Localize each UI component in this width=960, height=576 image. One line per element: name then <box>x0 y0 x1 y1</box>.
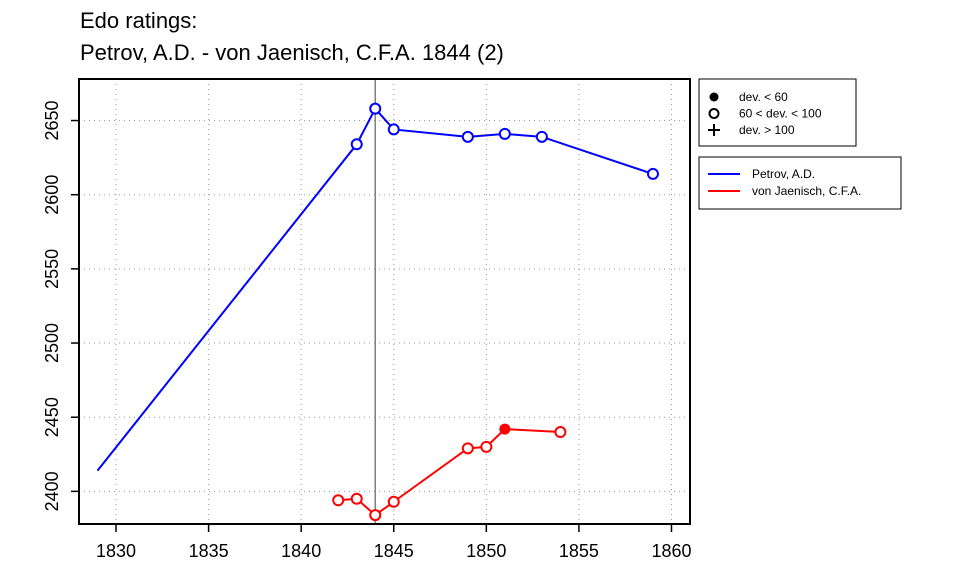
open-circle-icon <box>708 108 720 119</box>
series-legend-label: Petrov, A.D. <box>752 167 815 181</box>
data-point <box>461 130 474 143</box>
series-line-1 <box>338 428 561 517</box>
x-tick-label: 1850 <box>466 541 506 561</box>
x-tick-label: 1845 <box>374 541 414 561</box>
series-line-0 <box>96 106 654 472</box>
y-tick-label: 2650 <box>42 101 62 141</box>
y-tick-label: 2450 <box>42 397 62 437</box>
y-tick-label: 2400 <box>42 471 62 511</box>
data-point <box>369 102 382 115</box>
marker-legend-box <box>698 78 857 147</box>
data-point <box>461 442 474 455</box>
data-point <box>387 123 400 136</box>
x-tick-label: 1860 <box>651 541 691 561</box>
chart-title-line-2: Petrov, A.D. - von Jaenisch, C.F.A. 1844… <box>80 40 504 65</box>
data-point <box>499 423 511 435</box>
x-tick-label: 1835 <box>189 541 229 561</box>
series-legend-label: von Jaenisch, C.F.A. <box>752 184 861 198</box>
chart-title-line-1: Edo ratings: <box>80 8 197 33</box>
data-point <box>350 138 363 151</box>
y-tick-label: 2500 <box>42 323 62 363</box>
data-point <box>554 426 567 439</box>
x-tick-label: 1855 <box>559 541 599 561</box>
filled-circle-icon <box>709 92 719 102</box>
data-point <box>387 495 400 508</box>
data-point <box>350 492 363 505</box>
marker-legend-label: 60 < dev. < 100 <box>739 107 822 121</box>
data-point <box>480 440 493 453</box>
data-point <box>498 127 511 140</box>
series-legend-box <box>698 156 902 210</box>
marker-legend-label: dev. < 60 <box>739 90 788 104</box>
data-point <box>332 494 345 507</box>
plot-frame <box>78 78 691 525</box>
legend-area: dev. < 60 60 < dev. < 100 dev. > 100 Petrov… <box>698 78 902 210</box>
x-tick-label: 1830 <box>96 541 136 561</box>
x-tick-label: 1840 <box>281 541 321 561</box>
plot-area: 1830 1835 1840 1845 1850 1855 1860 2400 2450 2500… <box>42 78 692 561</box>
data-point <box>369 509 382 522</box>
y-tick-label: 2550 <box>42 249 62 289</box>
y-tick-label: 2600 <box>42 175 62 215</box>
marker-legend-label: dev. > 100 <box>739 123 795 137</box>
data-point <box>535 130 548 143</box>
data-point <box>646 167 659 180</box>
